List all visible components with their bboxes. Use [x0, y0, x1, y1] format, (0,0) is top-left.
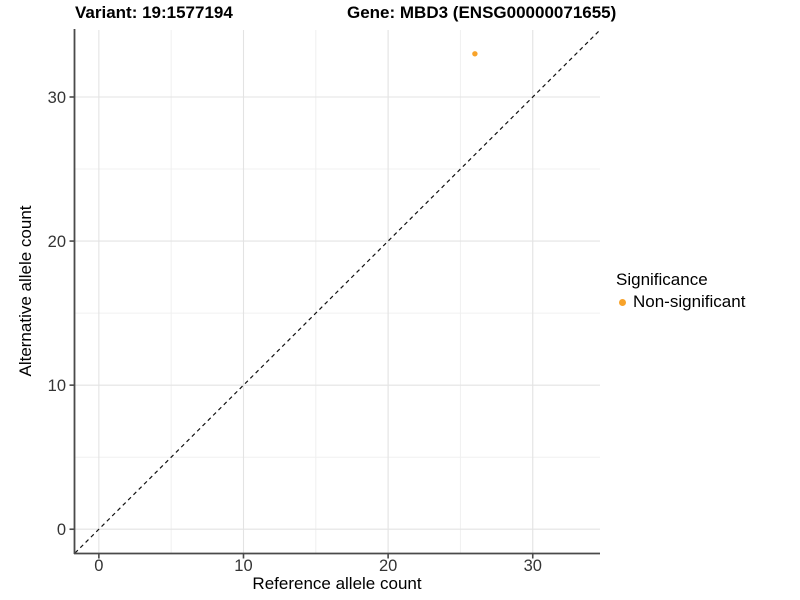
x-tick-label: 0	[94, 557, 103, 575]
legend-point-icon	[619, 298, 626, 306]
x-tick-label: 30	[524, 557, 542, 575]
x-tick-label: 20	[379, 557, 397, 575]
x-tick-label: 10	[234, 557, 252, 575]
y-tick-label: 0	[57, 521, 66, 539]
legend: Significance Non-significant	[616, 269, 745, 312]
gene-title: Gene: MBD3 (ENSG00000071655)	[347, 3, 617, 22]
x-axis-title: Reference allele count	[252, 574, 422, 593]
legend-item-label: Non-significant	[633, 292, 746, 311]
y-tick-label: 20	[48, 233, 66, 251]
variant-title: Variant: 19:1577194	[75, 3, 233, 22]
y-tick-label: 30	[48, 89, 66, 107]
data-point	[472, 51, 478, 57]
identity-line	[74, 29, 601, 554]
legend-title: Significance	[616, 270, 708, 289]
legend-item: Non-significant	[616, 292, 745, 312]
y-tick-label: 10	[48, 377, 66, 395]
y-axis-title: Alternative allele count	[16, 205, 35, 377]
